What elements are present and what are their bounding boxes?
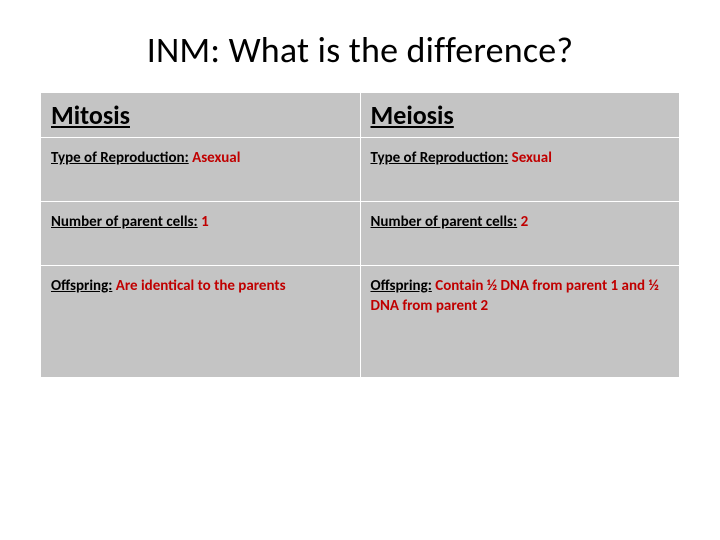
cell-meiosis-reproduction: Type of Reproduction: Sexual [360, 138, 680, 202]
slide: INM: What is the difference? Mitosis Mei… [0, 0, 720, 540]
cell-value: Are identical to the parents [116, 277, 286, 295]
cell-label: Number of parent cells: [371, 213, 518, 231]
cell-meiosis-offspring: Offspring: Contain ½ DNA from parent 1 a… [360, 266, 680, 378]
cell-label: Type of Reproduction: [371, 149, 509, 167]
cell-label: Offspring: [51, 277, 112, 295]
table-header-row: Mitosis Meiosis [41, 93, 680, 138]
table-row: Number of parent cells: 1 Number of pare… [41, 202, 680, 266]
table-row: Offspring: Are identical to the parents … [41, 266, 680, 378]
cell-label: Type of Reproduction: [51, 149, 189, 167]
table-row: Type of Reproduction: Asexual Type of Re… [41, 138, 680, 202]
cell-label: Number of parent cells: [51, 213, 198, 231]
cell-mitosis-parents: Number of parent cells: 1 [41, 202, 361, 266]
column-header-meiosis: Meiosis [360, 93, 680, 138]
cell-value: 1 [201, 213, 209, 231]
cell-mitosis-reproduction: Type of Reproduction: Asexual [41, 138, 361, 202]
cell-label: Offspring: [371, 277, 432, 295]
slide-title: INM: What is the difference? [40, 28, 680, 72]
cell-mitosis-offspring: Offspring: Are identical to the parents [41, 266, 361, 378]
cell-value: Sexual [512, 149, 552, 167]
column-header-mitosis: Mitosis [41, 93, 361, 138]
cell-value: 2 [521, 213, 529, 231]
cell-meiosis-parents: Number of parent cells: 2 [360, 202, 680, 266]
comparison-table: Mitosis Meiosis Type of Reproduction: As… [40, 92, 680, 378]
cell-value: Asexual [192, 149, 240, 167]
